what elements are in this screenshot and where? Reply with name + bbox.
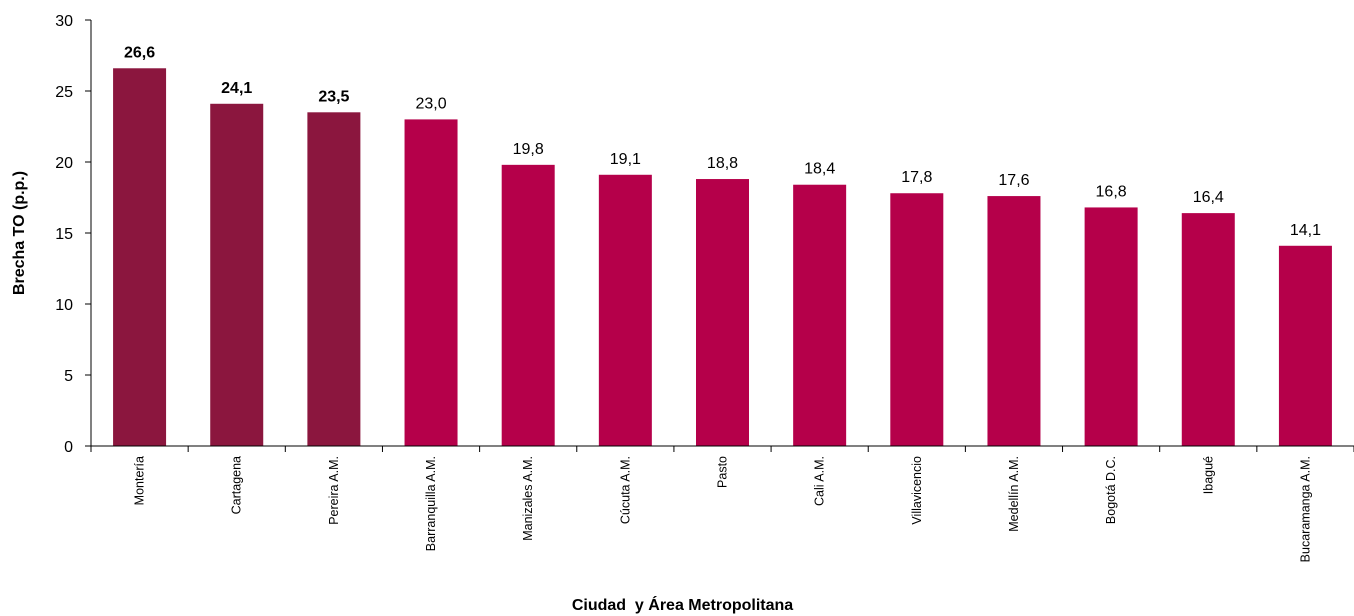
x-category-label: Pasto xyxy=(716,456,730,488)
bar-cartagena xyxy=(210,103,264,446)
bar-bogotá-d-c xyxy=(1084,207,1138,446)
bar-ibagué xyxy=(1181,213,1235,446)
y-tick-label: 20 xyxy=(55,155,73,172)
bar-medellín-a-m xyxy=(987,196,1041,446)
bar-value-label: 16,4 xyxy=(1193,189,1224,206)
bar-value-label: 19,1 xyxy=(610,151,641,168)
bar-pasto xyxy=(696,179,749,447)
y-tick-label: 15 xyxy=(55,226,73,243)
y-tick-label: 30 xyxy=(55,13,73,30)
bar-pereira-a-m xyxy=(307,112,361,447)
y-tick-label: 10 xyxy=(55,297,73,314)
bar-cúcuta-a-m xyxy=(598,174,652,446)
bar-manizales-a-m xyxy=(501,164,555,446)
x-category-label: Bucaramanga A.M. xyxy=(1298,456,1312,562)
bar-bucaramanga-a-m xyxy=(1278,245,1332,446)
value-labels-layer: 26,6 24,1 23,5 23,0 19,8 19,1 18,8 18,4 17,8 17,6… xyxy=(124,44,1321,239)
bar-value-label: 16,8 xyxy=(1096,183,1127,200)
bar-value-label: 26,6 xyxy=(124,44,155,61)
x-category-label: Bogotá D.C. xyxy=(1104,456,1118,524)
bar-value-label: 23,0 xyxy=(415,95,446,112)
bar-value-label: 18,4 xyxy=(804,161,835,178)
y-tick-label: 25 xyxy=(55,84,73,101)
x-category-label: Ibagué xyxy=(1201,456,1215,494)
x-category-label: Cali A.M. xyxy=(813,456,827,506)
x-category-label: Pereira A.M. xyxy=(327,456,341,525)
bar-value-label: 24,1 xyxy=(221,80,252,97)
bar-cali-a-m xyxy=(793,184,847,446)
bar-villavicencio xyxy=(890,193,944,446)
bar-barranquilla-a-m xyxy=(404,119,458,447)
bar-value-label: 17,6 xyxy=(998,172,1029,189)
x-category-label: Medellín A.M. xyxy=(1007,456,1021,532)
x-category-label: Montería xyxy=(133,456,147,505)
y-tick-label: 0 xyxy=(64,439,73,456)
x-ticks-layer xyxy=(90,446,1354,452)
bar-value-label: 23,5 xyxy=(318,88,349,105)
y-tick-label: 5 xyxy=(64,368,73,385)
y-axis-title: Brecha TO (p.p.) xyxy=(11,171,28,295)
x-category-label: Barranquilla A.M. xyxy=(424,456,438,551)
x-category-label: Cúcuta A.M. xyxy=(618,456,632,524)
bar-value-label: 17,8 xyxy=(901,169,932,186)
category-labels-layer: Montería Cartagena Pereira A.M. Barranquill… xyxy=(133,456,1313,562)
bar-montería xyxy=(113,68,167,446)
x-category-label: Villavicencio xyxy=(910,456,924,525)
x-category-label: Cartagena xyxy=(230,456,244,514)
bar-value-label: 18,8 xyxy=(707,155,738,172)
y-ticks-layer: 0 5 10 15 20 25 30 xyxy=(55,13,91,456)
bar-value-label: 19,8 xyxy=(513,141,544,158)
x-category-label: Manizales A.M. xyxy=(521,456,535,541)
bars-layer xyxy=(113,68,1332,447)
bar-value-label: 14,1 xyxy=(1290,222,1321,239)
x-axis-title: Ciudad y Área Metropolitana xyxy=(572,595,793,614)
